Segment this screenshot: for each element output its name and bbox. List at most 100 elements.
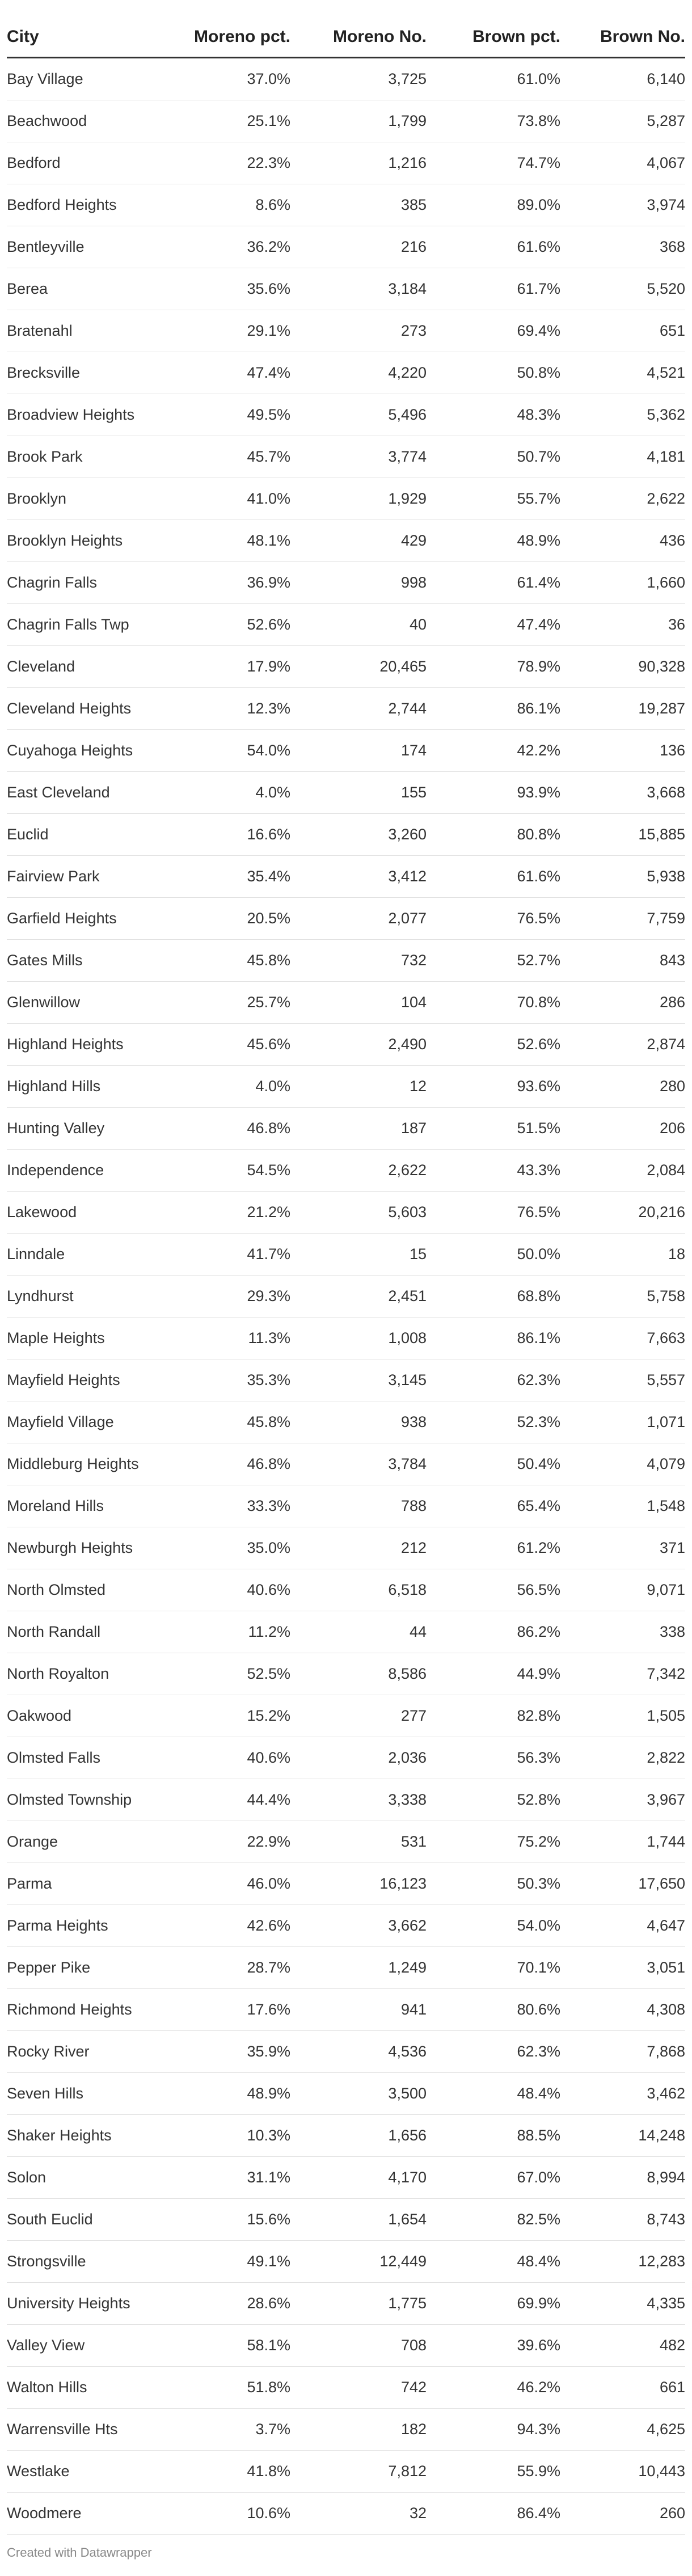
cell-city: Warrensville Hts (7, 2408, 177, 2451)
cell-city: Bratenahl (7, 310, 177, 352)
cell-moreno-pct: 3.7% (177, 2408, 290, 2451)
column-header-moreno-pct[interactable]: Moreno pct. (177, 17, 290, 58)
cell-brown-no: 4,181 (560, 436, 685, 478)
cell-moreno-pct: 36.2% (177, 226, 290, 268)
cell-moreno-pct: 46.8% (177, 1443, 290, 1485)
cell-moreno-pct: 11.2% (177, 1611, 290, 1653)
table-row: Maple Heights 11.3% 1,008 86.1% 7,663 (7, 1317, 685, 1359)
cell-city: Euclid (7, 813, 177, 856)
table-row: Chagrin Falls Twp 52.6% 40 47.4% 36 (7, 603, 685, 646)
table-row: North Royalton 52.5% 8,586 44.9% 7,342 (7, 1653, 685, 1695)
cell-moreno-pct: 22.3% (177, 142, 290, 184)
cell-city: Lakewood (7, 1191, 177, 1234)
header-row: City Moreno pct. Moreno No. Brown pct. B… (7, 17, 685, 58)
cell-city: Rocky River (7, 2030, 177, 2073)
cell-brown-pct: 67.0% (427, 2156, 560, 2199)
cell-moreno-pct: 46.0% (177, 1863, 290, 1905)
cell-moreno-pct: 41.0% (177, 478, 290, 520)
column-header-city[interactable]: City (7, 17, 177, 58)
cell-moreno-no: 44 (290, 1611, 427, 1653)
cell-moreno-no: 1,249 (290, 1946, 427, 1989)
cell-brown-no: 7,868 (560, 2030, 685, 2073)
cell-brown-pct: 52.7% (427, 939, 560, 982)
table-row: Independence 54.5% 2,622 43.3% 2,084 (7, 1149, 685, 1192)
cell-city: North Randall (7, 1611, 177, 1653)
cell-brown-pct: 80.8% (427, 813, 560, 856)
cell-brown-no: 2,822 (560, 1737, 685, 1779)
table-row: Cuyahoga Heights 54.0% 174 42.2% 136 (7, 729, 685, 772)
cell-moreno-no: 788 (290, 1485, 427, 1527)
datawrapper-credit[interactable]: Created with Datawrapper (7, 2545, 152, 2560)
table-row: Orange 22.9% 531 75.2% 1,744 (7, 1821, 685, 1863)
column-header-moreno-no[interactable]: Moreno No. (290, 17, 427, 58)
column-header-brown-pct[interactable]: Brown pct. (427, 17, 560, 58)
cell-brown-no: 661 (560, 2366, 685, 2409)
cell-brown-pct: 50.7% (427, 436, 560, 478)
cell-city: Cleveland Heights (7, 687, 177, 730)
cell-moreno-no: 12,449 (290, 2240, 427, 2283)
cell-moreno-no: 5,496 (290, 394, 427, 436)
cell-brown-pct: 39.6% (427, 2324, 560, 2367)
table-row: Middleburg Heights 46.8% 3,784 50.4% 4,079 (7, 1443, 685, 1485)
cell-moreno-pct: 42.6% (177, 1904, 290, 1947)
table-row: Highland Hills 4.0% 12 93.6% 280 (7, 1065, 685, 1108)
cell-brown-no: 3,967 (560, 1779, 685, 1821)
cell-brown-pct: 69.9% (427, 2282, 560, 2325)
cell-brown-no: 206 (560, 1107, 685, 1150)
cell-city: Oakwood (7, 1695, 177, 1737)
cell-brown-pct: 70.8% (427, 981, 560, 1024)
cell-brown-no: 19,287 (560, 687, 685, 730)
table-row: South Euclid 15.6% 1,654 82.5% 8,743 (7, 2198, 685, 2241)
cell-moreno-no: 4,170 (290, 2156, 427, 2199)
cell-city: University Heights (7, 2282, 177, 2325)
table-row: Euclid 16.6% 3,260 80.8% 15,885 (7, 813, 685, 856)
table-row: Warrensville Hts 3.7% 182 94.3% 4,625 (7, 2408, 685, 2451)
cell-brown-no: 12,283 (560, 2240, 685, 2283)
cell-brown-pct: 86.4% (427, 2492, 560, 2535)
cell-moreno-no: 429 (290, 520, 427, 562)
cell-city: Mayfield Heights (7, 1359, 177, 1401)
table-row: Cleveland Heights 12.3% 2,744 86.1% 19,287 (7, 687, 685, 730)
cell-city: Parma (7, 1863, 177, 1905)
cell-moreno-pct: 28.6% (177, 2282, 290, 2325)
cell-moreno-no: 2,622 (290, 1149, 427, 1192)
cell-brown-no: 338 (560, 1611, 685, 1653)
cell-moreno-pct: 40.6% (177, 1737, 290, 1779)
cell-city: Bay Village (7, 57, 177, 100)
cell-moreno-pct: 12.3% (177, 687, 290, 730)
cell-city: North Olmsted (7, 1569, 177, 1611)
cell-brown-no: 4,308 (560, 1988, 685, 2031)
table-header: City Moreno pct. Moreno No. Brown pct. B… (7, 17, 685, 58)
cell-brown-no: 14,248 (560, 2114, 685, 2157)
cell-moreno-pct: 40.6% (177, 1569, 290, 1611)
cell-brown-pct: 50.4% (427, 1443, 560, 1485)
cell-brown-no: 5,520 (560, 268, 685, 310)
table-row: Lakewood 21.2% 5,603 76.5% 20,216 (7, 1191, 685, 1234)
cell-brown-pct: 50.3% (427, 1863, 560, 1905)
cell-moreno-no: 104 (290, 981, 427, 1024)
cell-moreno-pct: 22.9% (177, 1821, 290, 1863)
cell-city: Brooklyn (7, 478, 177, 520)
cell-brown-no: 2,084 (560, 1149, 685, 1192)
cell-moreno-pct: 35.3% (177, 1359, 290, 1401)
table-row: Garfield Heights 20.5% 2,077 76.5% 7,759 (7, 897, 685, 940)
table-row: Beachwood 25.1% 1,799 73.8% 5,287 (7, 100, 685, 142)
table-row: Pepper Pike 28.7% 1,249 70.1% 3,051 (7, 1946, 685, 1989)
cell-moreno-pct: 11.3% (177, 1317, 290, 1359)
cell-moreno-no: 273 (290, 310, 427, 352)
cell-brown-pct: 86.1% (427, 687, 560, 730)
cell-moreno-pct: 52.5% (177, 1653, 290, 1695)
column-header-brown-no[interactable]: Brown No. (560, 17, 685, 58)
cell-moreno-no: 4,220 (290, 352, 427, 394)
table-row: Chagrin Falls 36.9% 998 61.4% 1,660 (7, 561, 685, 604)
cell-moreno-pct: 51.8% (177, 2366, 290, 2409)
cell-brown-no: 17,650 (560, 1863, 685, 1905)
cell-moreno-pct: 15.2% (177, 1695, 290, 1737)
cell-brown-pct: 61.2% (427, 1527, 560, 1569)
cell-moreno-no: 998 (290, 561, 427, 604)
cell-brown-no: 8,743 (560, 2198, 685, 2241)
cell-moreno-no: 708 (290, 2324, 427, 2367)
cell-moreno-pct: 35.6% (177, 268, 290, 310)
cell-brown-pct: 88.5% (427, 2114, 560, 2157)
